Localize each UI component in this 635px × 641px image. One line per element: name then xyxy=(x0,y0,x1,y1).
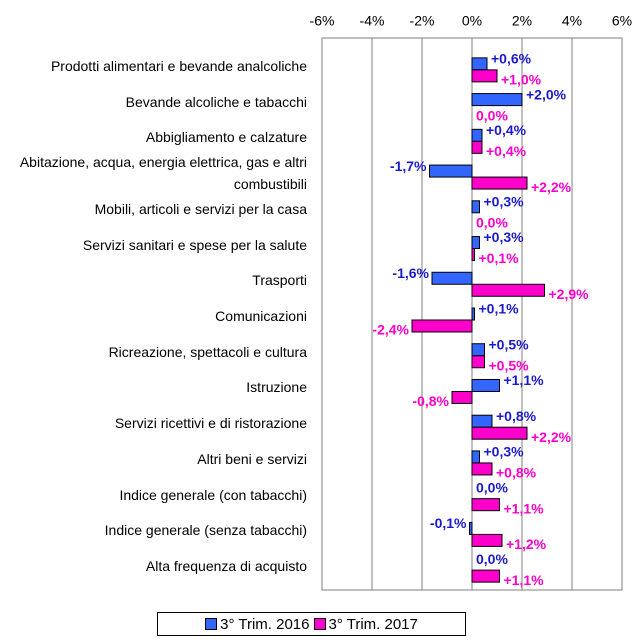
value-label: +1,1% xyxy=(504,372,545,388)
legend-item: 3° Trim. 2016 xyxy=(205,615,310,633)
category-label: Bevande alcoliche e tabacchi xyxy=(125,93,307,110)
value-label: +0,8% xyxy=(496,408,537,424)
value-label: -2,4% xyxy=(372,322,409,338)
value-label: +0,4% xyxy=(486,122,527,138)
legend-swatch xyxy=(313,618,326,630)
category-label: Ricreazione, spettacoli e cultura xyxy=(108,343,307,360)
bar xyxy=(411,319,473,333)
x-tick-label: -6% xyxy=(310,13,335,29)
value-label: +0,1% xyxy=(479,301,520,317)
value-label: 0,0% xyxy=(476,551,508,567)
value-label: +0,8% xyxy=(496,465,537,481)
bar xyxy=(471,414,493,428)
category-label: Abbigliamento e calzature xyxy=(145,129,307,146)
legend-swatch xyxy=(205,618,218,630)
bar xyxy=(471,498,500,512)
bar xyxy=(471,128,483,142)
value-label: +2,0% xyxy=(526,86,567,102)
value-label: 0,0% xyxy=(476,107,508,123)
value-label: -1,7% xyxy=(390,158,427,174)
category-label: Istruzione xyxy=(246,379,307,396)
bar xyxy=(451,390,473,404)
category-label: Indice generale (con tabacchi) xyxy=(119,486,307,503)
bar xyxy=(471,307,475,321)
x-tick-label: 0% xyxy=(462,13,482,29)
x-tick-label: 4% xyxy=(562,13,582,29)
x-tick-label: 2% xyxy=(512,13,532,29)
category-label: Alta frequenza di acquisto xyxy=(145,558,307,575)
bar xyxy=(471,248,475,262)
value-label: +0,3% xyxy=(484,229,525,245)
value-label: -1,6% xyxy=(392,265,429,281)
x-tick-label: -4% xyxy=(360,13,385,29)
value-label: +2,2% xyxy=(531,429,572,445)
bar xyxy=(471,343,485,357)
category-label: Abitazione, acqua, energia elettrica, ga… xyxy=(19,154,307,193)
bar xyxy=(471,462,493,476)
category-label: Indice generale (senza tabacchi) xyxy=(104,522,307,539)
bar xyxy=(471,450,480,464)
x-tick-label: -2% xyxy=(410,13,435,29)
bar xyxy=(471,378,500,392)
legend-label: 3° Trim. 2016 xyxy=(220,615,310,633)
value-label: -0,8% xyxy=(412,393,449,409)
legend-item: 3° Trim. 2017 xyxy=(313,615,418,633)
bar xyxy=(471,236,480,250)
category-label: Trasporti xyxy=(252,272,307,289)
value-label: +2,2% xyxy=(531,179,572,195)
bar xyxy=(471,426,528,440)
category-label: Servizi ricettivi e di ristorazione xyxy=(114,415,307,432)
value-label: +0,6% xyxy=(491,51,532,67)
value-label: -0,1% xyxy=(430,515,467,531)
bar xyxy=(471,283,545,297)
value-label: +0,3% xyxy=(484,444,525,460)
bar xyxy=(469,521,473,535)
value-label: +2,9% xyxy=(549,286,590,302)
category-label: Altri beni e servizi xyxy=(197,450,307,467)
bar xyxy=(471,57,488,71)
bar xyxy=(471,69,498,83)
x-tick-label: 6% xyxy=(612,13,632,29)
category-label: Servizi sanitari e spese per la salute xyxy=(82,236,307,253)
value-label: 0,0% xyxy=(476,215,508,231)
value-label: +1,1% xyxy=(504,500,545,516)
bar xyxy=(429,164,473,178)
value-label: +0,3% xyxy=(484,194,525,210)
value-label: +1,2% xyxy=(506,536,547,552)
legend: 3° Trim. 2016 3° Trim. 2017 xyxy=(157,612,466,636)
bar xyxy=(471,176,528,190)
value-label: +0,5% xyxy=(489,357,530,373)
value-label: +0,4% xyxy=(486,143,527,159)
category-label: Prodotti alimentari e bevande analcolich… xyxy=(50,57,307,74)
legend-label: 3° Trim. 2017 xyxy=(328,615,418,633)
bar xyxy=(471,533,503,547)
bar xyxy=(471,569,500,583)
bar xyxy=(471,355,485,369)
bar xyxy=(471,200,480,214)
category-label: Comunicazioni xyxy=(215,307,307,324)
bar xyxy=(431,271,473,285)
bar xyxy=(471,140,483,154)
plot-frame xyxy=(321,37,623,591)
value-label: +0,5% xyxy=(489,336,530,352)
category-label: Mobili, articoli e servizi per la casa xyxy=(94,200,307,217)
bar xyxy=(471,93,523,107)
value-label: 0,0% xyxy=(476,479,508,495)
value-label: +0,1% xyxy=(479,250,520,266)
value-label: +1,1% xyxy=(504,572,545,588)
value-label: +1,0% xyxy=(501,72,542,88)
